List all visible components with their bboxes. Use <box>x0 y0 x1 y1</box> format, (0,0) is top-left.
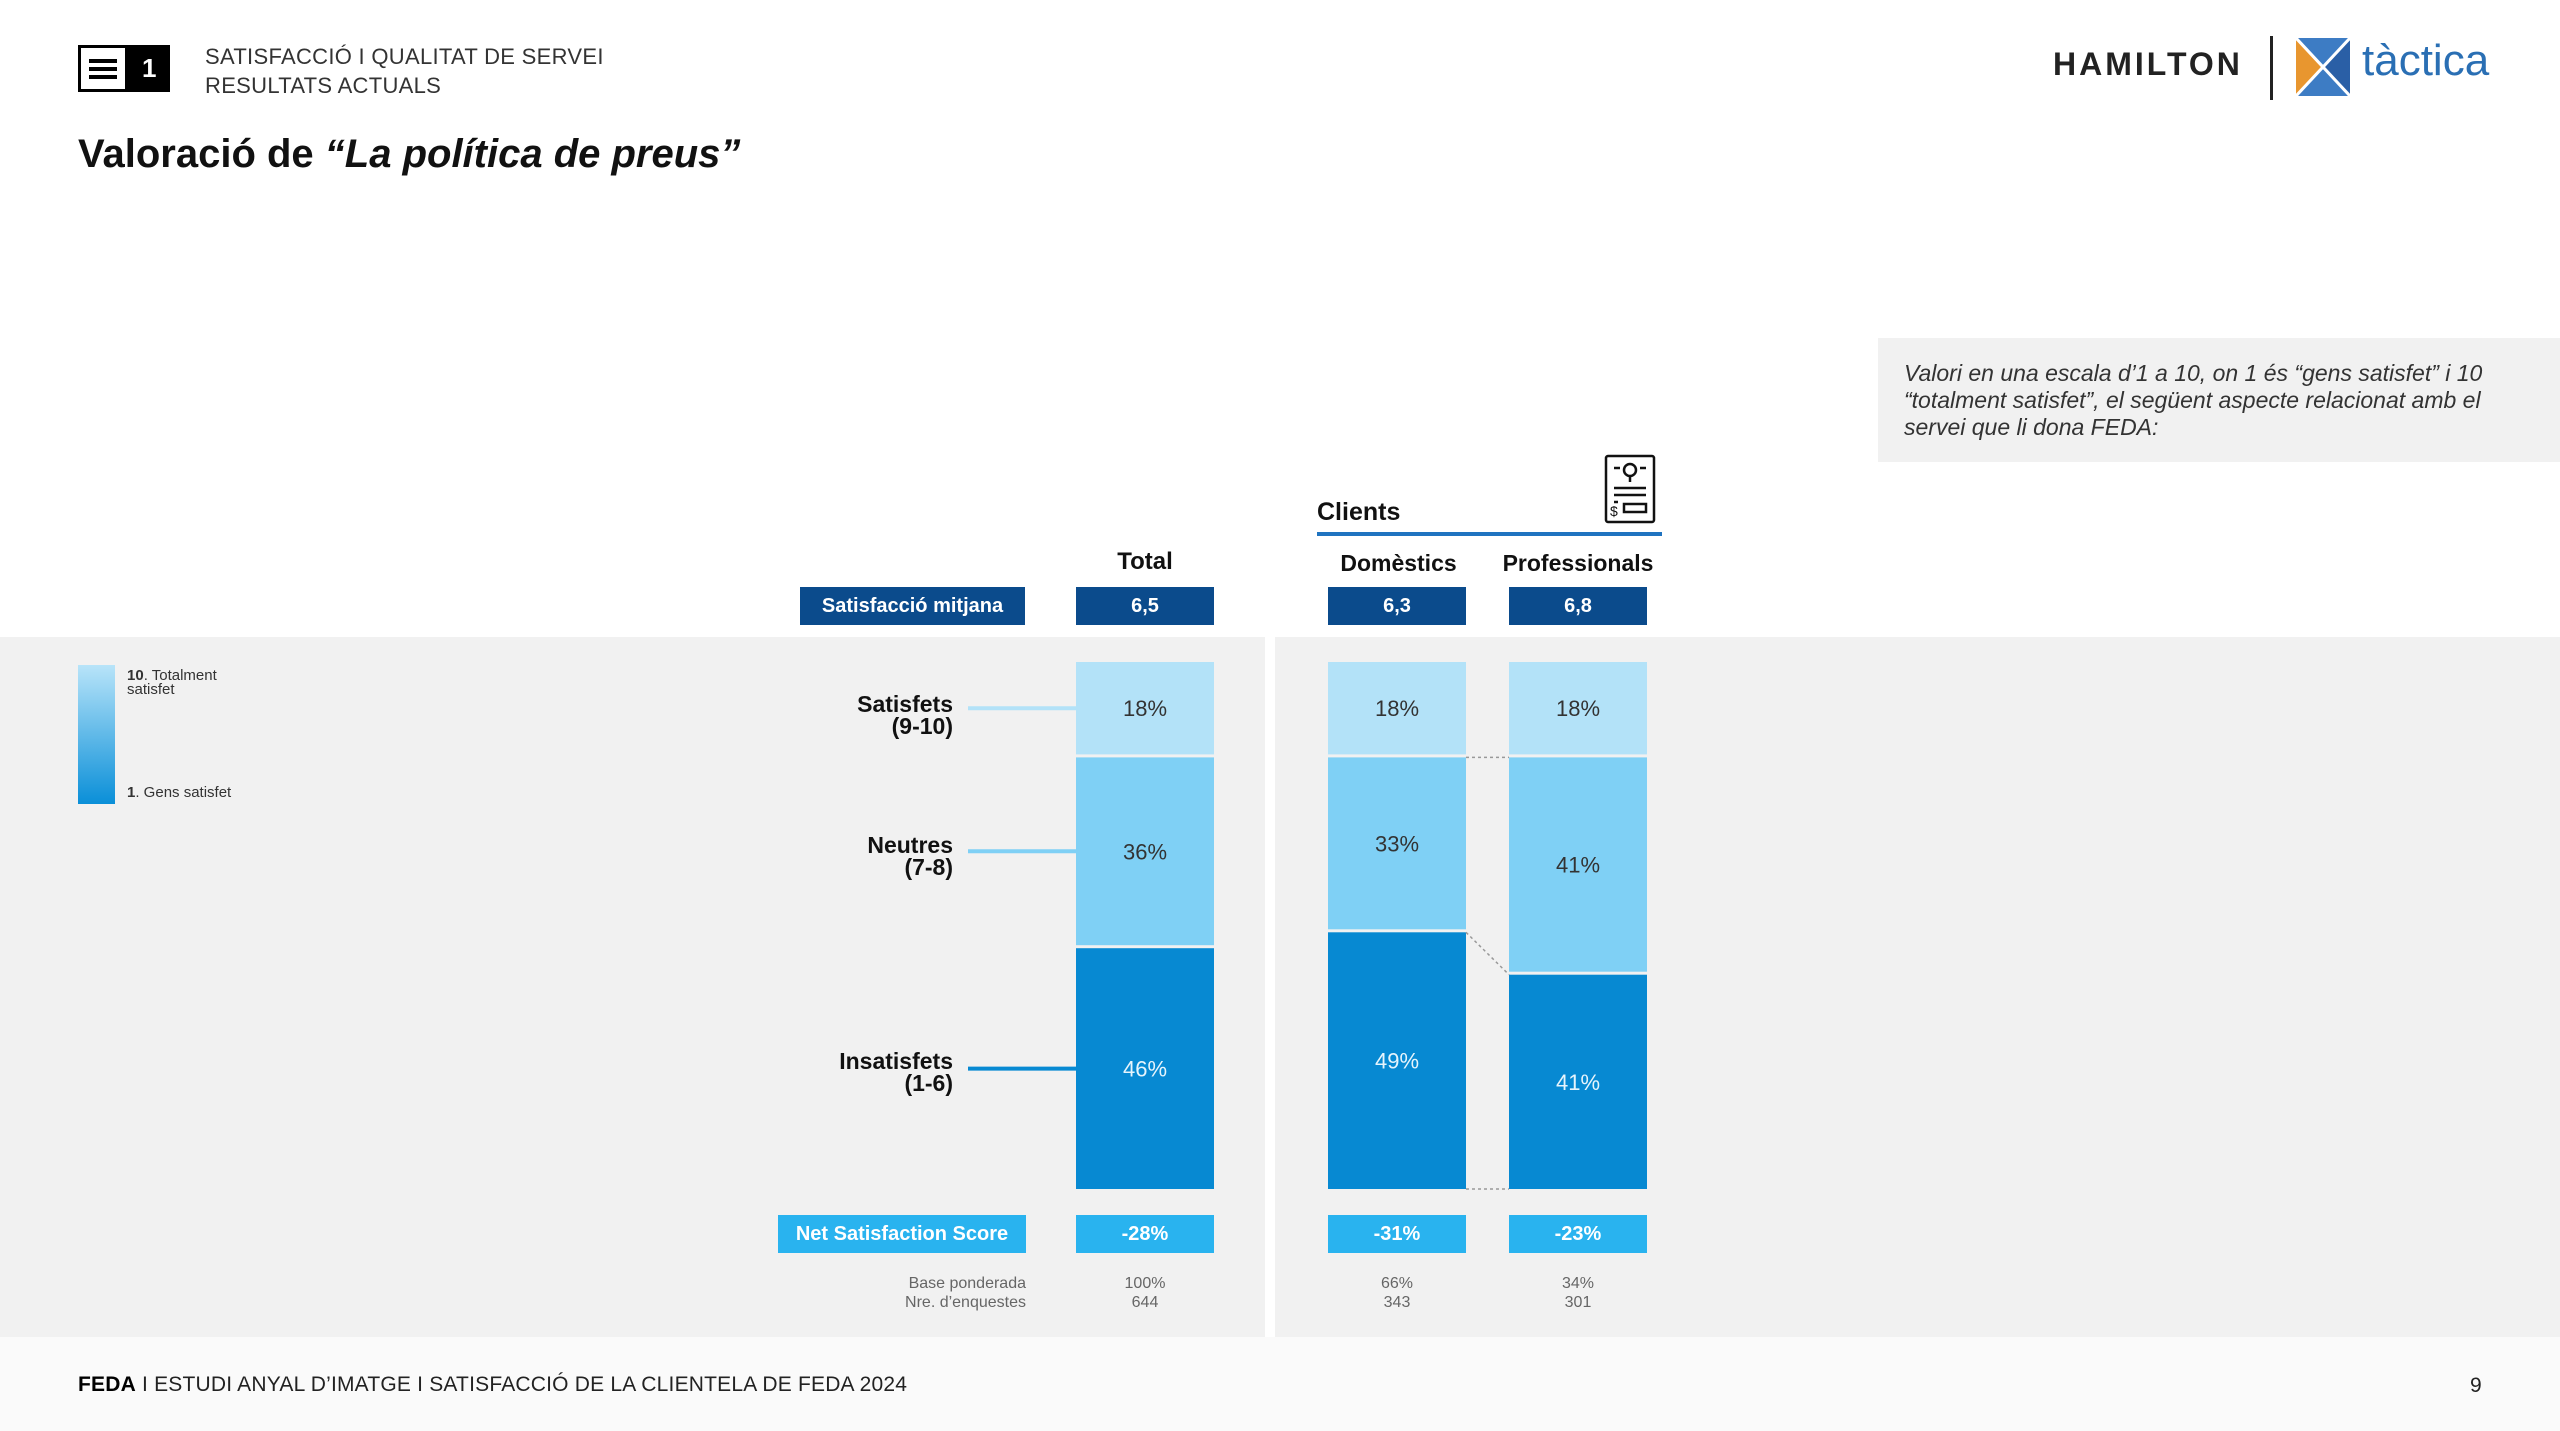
bar-segment-insatisfets <box>1076 948 1214 1189</box>
bar-value-label: 36% <box>1123 839 1167 864</box>
mean-label: Satisfacció mitjana <box>800 587 1025 625</box>
bar-segment-neutres <box>1328 757 1466 930</box>
bar-value-label: 18% <box>1556 696 1600 721</box>
row-label-range: (9-10) <box>891 713 953 739</box>
base-weighted: 100% <box>1124 1275 1166 1292</box>
section-badge: 1 <box>78 45 170 92</box>
legend-bottom: 1. Gens satisfet <box>127 784 287 801</box>
chart-band-left <box>0 637 1265 1337</box>
row-label-range: (7-8) <box>904 854 953 880</box>
svg-text:$: $ <box>1610 503 1618 519</box>
legend-bottom-num: 1 <box>127 784 136 801</box>
bar-value-label: 18% <box>1375 696 1419 721</box>
bar-value-label: 41% <box>1556 853 1600 878</box>
legend-gradient <box>78 665 115 804</box>
footer-study: ESTUDI ANYAL D’IMATGE I SATISFACCIÓ DE L… <box>154 1373 908 1396</box>
legend-top-num: 10 <box>127 667 144 684</box>
mean-value: 6,5 <box>1076 587 1214 625</box>
row-label-insatisfets: Insatisfets (1-6) <box>760 1048 953 1096</box>
row-label-name: Neutres <box>867 832 953 858</box>
n-label: Nre. d’enquestes <box>905 1294 1026 1311</box>
comparison-dotted-line <box>1465 931 1510 976</box>
footer-brand: FEDA <box>78 1373 136 1396</box>
base-professionals: 34% 301 <box>1509 1274 1647 1312</box>
logo-divider <box>2270 36 2273 100</box>
legend-top-text: . Totalment satisfet <box>127 667 217 698</box>
bar-segment-insatisfets <box>1328 932 1466 1189</box>
chart-band-right <box>1275 637 2560 1337</box>
footer-separator: I <box>135 1373 155 1396</box>
bar-segment-satisfets <box>1509 662 1647 755</box>
colhead-professionals: Professionals <box>1502 550 1654 576</box>
bar-value-label: 46% <box>1123 1057 1167 1082</box>
legend-bottom-text: . Gens satisfet <box>135 784 232 801</box>
group-label-clients: Clients <box>1317 498 1401 526</box>
bar-segment-neutres <box>1076 757 1214 946</box>
bar-value-label: 49% <box>1375 1049 1419 1074</box>
row-label-name: Satisfets <box>857 691 953 717</box>
bar-segment-neutres <box>1509 757 1647 972</box>
colhead-total: Total <box>1117 548 1173 575</box>
base-weighted: 34% <box>1561 1275 1595 1292</box>
row-label-satisfets: Satisfets (9-10) <box>760 691 953 739</box>
title-prefix: Valoració de <box>78 132 325 176</box>
tactica-logo-icon <box>2294 36 2352 98</box>
page-number: 9 <box>2470 1374 2482 1397</box>
title-italic: “La política de preus” <box>324 132 741 176</box>
nss-label: Net Satisfaction Score <box>778 1215 1026 1253</box>
menu-icon <box>78 45 129 92</box>
footer-text: FEDA I ESTUDI ANYAL D’IMATGE I SATISFACC… <box>78 1373 907 1397</box>
page-title: Valoració de “La política de preus” <box>78 132 740 177</box>
mean-value: 6,3 <box>1328 587 1466 625</box>
footer-bar <box>0 1337 2560 1431</box>
base-weighted-label: Base ponderada <box>908 1275 1026 1292</box>
bar-segment-satisfets <box>1328 662 1466 755</box>
bar-segment-satisfets <box>1076 662 1214 755</box>
base-weighted: 66% <box>1380 1275 1414 1292</box>
colhead-domestics: Domèstics <box>1340 550 1457 576</box>
mean-value: 6,8 <box>1509 587 1647 625</box>
row-label-range: (1-6) <box>904 1070 953 1096</box>
n-surveys: 343 <box>1383 1294 1411 1311</box>
base-domestics: 66% 343 <box>1328 1274 1466 1312</box>
base-total: 100% 644 <box>1076 1274 1214 1312</box>
header-subsection: RESULTATS ACTUALS <box>205 73 442 98</box>
nss-value: -31% <box>1328 1215 1466 1253</box>
section-number: 1 <box>128 45 170 92</box>
hamilton-logo: HAMILTON <box>2053 46 2243 82</box>
n-surveys: 644 <box>1131 1294 1159 1311</box>
group-underline <box>1317 532 1662 536</box>
row-label-name: Insatisfets <box>839 1048 953 1074</box>
bar-value-label: 18% <box>1123 696 1167 721</box>
nss-value: -23% <box>1509 1215 1647 1253</box>
bar-value-label: 33% <box>1375 831 1419 856</box>
tactica-logo-text: tàctica <box>2362 36 2490 85</box>
bar-value-label: 41% <box>1556 1070 1600 1095</box>
legend-top: 10. Totalment satisfet <box>127 667 257 698</box>
header-section: SATISFACCIÓ I QUALITAT DE SERVEI <box>205 44 604 69</box>
base-labels: Base ponderada Nre. d’enquestes <box>800 1274 1026 1312</box>
nss-value: -28% <box>1076 1215 1214 1253</box>
bar-segment-insatisfets <box>1509 974 1647 1189</box>
question-note: Valori en una escala d’1 a 10, on 1 és “… <box>1878 338 2560 462</box>
invoice-icon: $ <box>1604 454 1656 524</box>
n-surveys: 301 <box>1564 1294 1592 1311</box>
row-label-neutres: Neutres (7-8) <box>760 832 953 880</box>
